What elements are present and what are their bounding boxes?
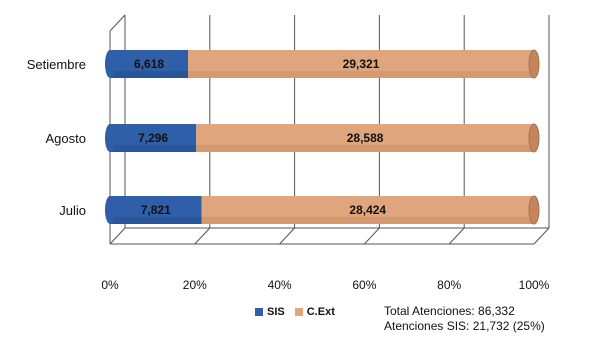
bar-segment-sis (110, 124, 197, 152)
floor-line (194, 227, 211, 245)
bar-cap-left (105, 50, 115, 78)
bar-segment-sis (110, 196, 202, 224)
bar-cap-right (528, 195, 540, 225)
side-wall-top (109, 14, 126, 32)
data-label: 7,296 (138, 131, 168, 145)
summary-notes: Total Atenciones: 86,332 Atenciones SIS:… (384, 304, 545, 334)
bar-cap-left (105, 124, 115, 152)
bar-segment-cext (201, 196, 535, 224)
bar-cap-right (528, 49, 540, 79)
data-label: 7,821 (141, 203, 171, 217)
floor-line (364, 227, 380, 245)
floor-line (448, 227, 465, 245)
category-label: Julio (59, 203, 86, 218)
x-tick-label: 20% (183, 278, 207, 292)
bar-segment-shade (188, 71, 534, 78)
bars (105, 49, 540, 225)
stacked-bar-chart: 0% 20% 40% 60% 80% 100% 6,618 29,321 Setiembre 7,… (27, 14, 550, 292)
bar-segment-shade (201, 217, 535, 224)
bar-cap-left (105, 196, 115, 224)
legend-swatch-sis (255, 308, 263, 316)
legend-item-cext: C.Ext (294, 306, 335, 318)
floor-line (533, 227, 550, 245)
x-tick-label: 100% (519, 278, 550, 292)
x-tick-label: 60% (352, 278, 376, 292)
legend-swatch-cext (294, 308, 303, 316)
x-tick-label: 80% (437, 278, 461, 292)
bar-segment-shade (110, 217, 202, 224)
total-atenciones-text: Total Atenciones: 86,332 (384, 304, 515, 318)
floor-line (109, 227, 126, 245)
bar-segment-shade (110, 145, 197, 152)
floor-line (279, 227, 295, 245)
bar-cap-right (528, 123, 540, 153)
legend-label-sis: SIS (267, 306, 285, 318)
legend: SIS C.Ext (255, 306, 335, 318)
x-tick-label: 40% (268, 278, 292, 292)
bar-segment-cext (196, 124, 535, 152)
bar-segment-cext (188, 50, 534, 78)
x-tick-label: 0% (101, 278, 119, 292)
labels: 0% 20% 40% 60% 80% 100% 6,618 29,321 Setiembre 7,… (27, 57, 550, 292)
data-label: 28,588 (347, 131, 384, 145)
category-label: Agosto (46, 131, 86, 146)
bar-segment-sis (110, 50, 189, 78)
bar-segment-shade (196, 145, 535, 152)
data-label: 28,424 (349, 203, 386, 217)
data-label: 6,618 (134, 57, 164, 71)
bar-segment-shade (110, 71, 189, 78)
legend-label-cext: C.Ext (306, 306, 335, 318)
data-label: 29,321 (343, 57, 380, 71)
atenciones-sis-text: Atenciones SIS: 21,732 (25%) (384, 319, 545, 333)
category-label: Setiembre (27, 57, 86, 72)
legend-item-sis: SIS (255, 306, 285, 318)
